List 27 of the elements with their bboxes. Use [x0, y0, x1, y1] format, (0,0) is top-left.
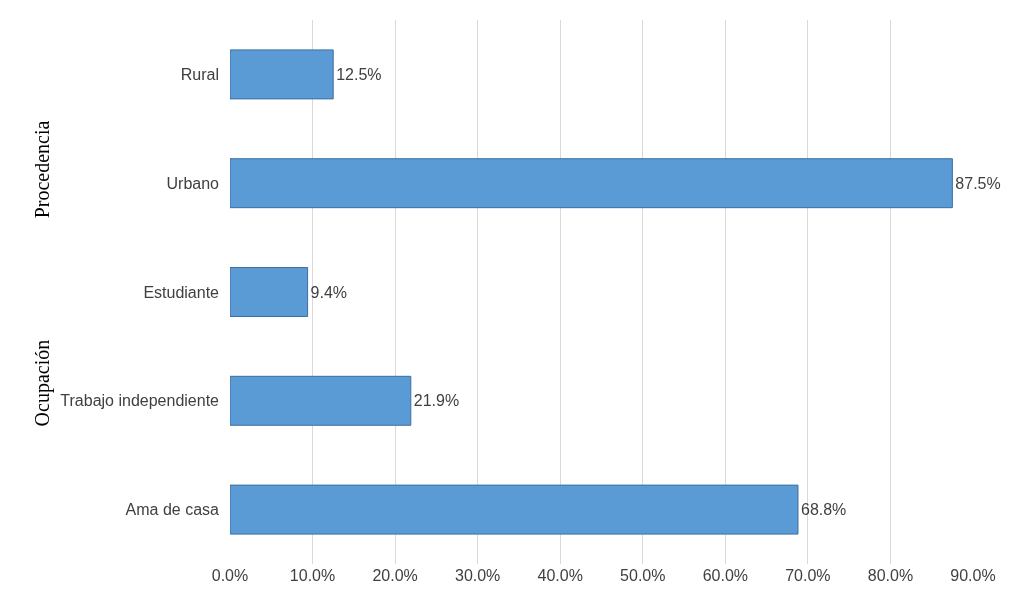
- y-tick-label: Ama de casa: [125, 501, 220, 519]
- x-tick-label: 80.0%: [867, 567, 914, 584]
- data-label: 87.5%: [955, 174, 1001, 192]
- data-label: 12.5%: [336, 65, 382, 83]
- bar: [230, 49, 334, 100]
- y-tick-label: Rural: [180, 66, 219, 83]
- bar: [230, 484, 799, 535]
- bar: [230, 267, 309, 317]
- x-tick-label: 40.0%: [537, 567, 583, 584]
- bar: [230, 158, 953, 209]
- x-tick-label: 0.0%: [211, 567, 249, 584]
- x-tick-label: 10.0%: [289, 567, 336, 584]
- text: Ocupación: [31, 339, 55, 427]
- y-tick-label: Estudiante: [143, 283, 220, 301]
- bar: [230, 375, 412, 426]
- data-label: 21.9%: [413, 392, 460, 410]
- data-label: 68.8%: [800, 501, 847, 519]
- data-label: 9.4%: [310, 283, 348, 301]
- x-tick-label: 30.0%: [454, 567, 501, 584]
- text: Procedencia: [31, 120, 54, 219]
- x-tick-label: 50.0%: [620, 567, 666, 584]
- y-tick-label: Trabajo independiente: [60, 392, 220, 410]
- x-tick-label: 60.0%: [702, 567, 749, 584]
- x-tick-label: 20.0%: [372, 567, 418, 584]
- y-tick-label: Urbano: [166, 174, 220, 192]
- x-tick-label: 90.0%: [950, 567, 996, 584]
- x-tick-label: 70.0%: [785, 567, 831, 584]
